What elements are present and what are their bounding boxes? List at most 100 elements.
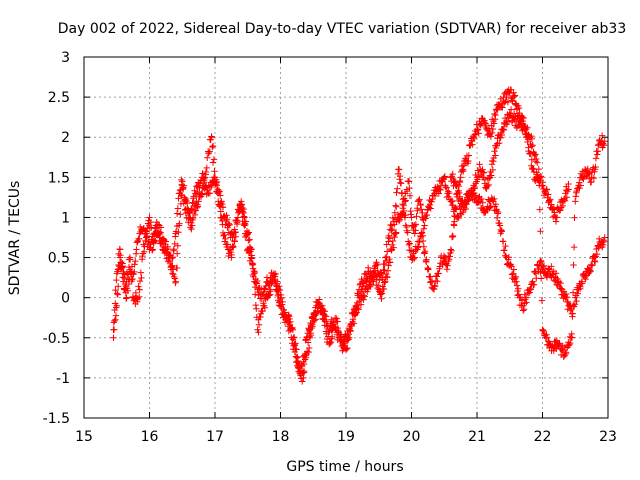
data-point <box>180 184 187 191</box>
data-point <box>293 346 300 353</box>
data-point <box>543 334 551 341</box>
data-point <box>547 196 554 203</box>
data-point <box>451 213 459 220</box>
data-point <box>112 316 119 323</box>
data-point <box>146 214 153 221</box>
data-point <box>384 248 391 255</box>
data-point <box>148 224 155 231</box>
data-point <box>166 252 173 259</box>
data-point <box>390 244 397 251</box>
data-point <box>531 152 538 159</box>
data-point <box>132 257 139 265</box>
data-point <box>344 344 351 352</box>
data-point <box>385 262 392 269</box>
data-point <box>250 273 257 281</box>
data-point <box>407 211 415 218</box>
data-point <box>284 315 292 322</box>
data-point <box>142 237 149 245</box>
data-point <box>303 333 311 341</box>
data-point <box>170 246 178 253</box>
data-point <box>232 233 239 240</box>
data-point <box>447 246 454 253</box>
data-point <box>134 295 141 302</box>
data-point <box>500 238 507 245</box>
data-point <box>422 215 429 222</box>
data-point <box>509 270 517 277</box>
data-point <box>441 174 448 181</box>
data-point <box>289 336 296 343</box>
data-point <box>442 254 449 261</box>
data-point <box>402 222 409 229</box>
data-point <box>201 175 208 183</box>
data-point <box>465 157 472 165</box>
data-point <box>441 173 449 180</box>
data-point <box>423 256 430 263</box>
data-point <box>367 281 375 288</box>
data-point <box>201 174 209 181</box>
data-point <box>110 334 117 341</box>
data-point <box>202 168 210 176</box>
x-tick-label: 15 <box>75 429 93 445</box>
data-point <box>226 221 233 229</box>
data-point <box>494 208 502 216</box>
data-point <box>367 268 374 275</box>
data-point <box>370 277 377 285</box>
data-point <box>446 190 453 197</box>
data-point <box>348 321 355 328</box>
data-point <box>527 286 534 293</box>
data-point <box>273 287 280 295</box>
data-point <box>242 221 249 229</box>
data-point <box>357 301 365 308</box>
data-point <box>382 254 389 261</box>
data-point <box>404 229 411 236</box>
data-point <box>520 306 528 313</box>
data-point <box>487 133 495 140</box>
data-point <box>147 218 155 226</box>
data-point <box>393 203 400 210</box>
data-point <box>374 284 381 292</box>
data-point <box>165 254 172 262</box>
data-point <box>137 269 145 276</box>
data-point <box>600 238 608 245</box>
data-point <box>246 236 253 243</box>
data-point <box>331 324 338 331</box>
data-point <box>576 179 583 186</box>
data-point <box>406 192 414 199</box>
data-point <box>424 266 432 273</box>
data-point <box>222 235 229 243</box>
data-point <box>395 166 403 173</box>
data-point <box>136 235 143 243</box>
data-point <box>396 216 404 223</box>
data-point <box>176 220 183 227</box>
data-point <box>276 283 283 290</box>
data-point <box>238 198 245 205</box>
data-point <box>577 283 584 290</box>
data-point <box>133 239 141 246</box>
data-point <box>346 334 353 341</box>
data-point <box>219 204 227 211</box>
data-point <box>225 220 233 227</box>
data-point <box>540 262 548 270</box>
data-point <box>537 257 545 264</box>
data-point <box>229 242 236 250</box>
data-point <box>272 280 279 287</box>
data-point <box>474 126 482 133</box>
data-point <box>488 172 495 179</box>
data-point <box>110 326 117 333</box>
data-point <box>513 278 520 285</box>
data-point <box>412 227 419 234</box>
data-point <box>389 241 396 249</box>
data-point <box>537 275 545 282</box>
data-point <box>507 106 515 113</box>
y-tick-label: -1.5 <box>43 411 70 427</box>
data-point <box>508 263 515 270</box>
data-point <box>305 348 312 356</box>
data-point <box>556 341 563 348</box>
data-point <box>535 165 542 173</box>
data-point <box>228 251 235 259</box>
data-point <box>574 290 581 297</box>
data-point <box>556 207 563 214</box>
data-point <box>211 168 218 175</box>
